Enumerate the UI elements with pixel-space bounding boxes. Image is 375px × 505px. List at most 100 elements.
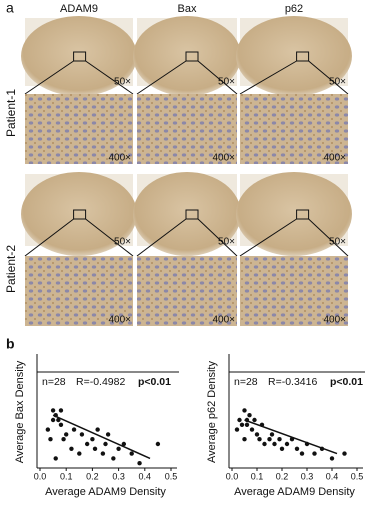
- point: [45, 427, 51, 432]
- zoom-line: [308, 60, 349, 95]
- annotation: p<0.01: [138, 376, 171, 388]
- point: [71, 427, 77, 432]
- x-tick-label: 0.1: [60, 471, 73, 481]
- zoom-line: [136, 60, 187, 95]
- annotation: p<0.01: [330, 376, 363, 388]
- fit-line: [244, 419, 338, 455]
- point: [50, 408, 56, 413]
- zoom-box: [296, 209, 310, 220]
- panel-label: a: [6, 0, 14, 16]
- point: [262, 441, 267, 447]
- fit-line: [52, 414, 151, 460]
- column-label: Bax: [178, 3, 197, 15]
- zoom-line: [308, 218, 349, 257]
- zoom-box: [296, 51, 310, 62]
- annotation: n=28: [42, 376, 66, 388]
- point: [116, 446, 121, 451]
- y-axis-label: Average Bax Density: [14, 360, 26, 463]
- x-tick-label: 0.4: [139, 471, 152, 481]
- x-tick-label: 0.3: [112, 471, 125, 481]
- point: [267, 437, 272, 442]
- magnification: 50×: [218, 237, 235, 248]
- x-tick-label: 0.4: [326, 471, 339, 481]
- point: [103, 441, 108, 447]
- point: [237, 417, 242, 423]
- zoom-line: [24, 218, 74, 257]
- point: [95, 427, 100, 432]
- row-label: Patient-2: [4, 245, 18, 293]
- point: [137, 461, 142, 466]
- x-tick-label: 0.1: [251, 471, 264, 481]
- x-axis-label: Average ADAM9 Density: [234, 486, 355, 498]
- point: [111, 456, 116, 461]
- point: [342, 451, 347, 456]
- point: [48, 437, 53, 442]
- magnification: 50×: [329, 77, 346, 88]
- zoom-image: [137, 94, 237, 164]
- point: [254, 432, 260, 437]
- magnification: 400×: [212, 153, 235, 164]
- magnification: 400×: [108, 315, 131, 326]
- column-label: ADAM9: [60, 3, 98, 15]
- point: [129, 451, 134, 456]
- point: [121, 441, 127, 447]
- point: [58, 408, 64, 413]
- zoom-line: [239, 218, 297, 257]
- zoom-line: [197, 60, 238, 95]
- point: [58, 422, 64, 427]
- point: [77, 451, 82, 456]
- zoom-box: [185, 209, 199, 220]
- point: [247, 413, 252, 418]
- point: [92, 446, 98, 451]
- point: [277, 437, 282, 442]
- zoom-line: [239, 60, 297, 95]
- magnification: 50×: [329, 237, 346, 248]
- point: [50, 417, 56, 423]
- magnification: 50×: [114, 77, 131, 88]
- magnification: 400×: [212, 315, 235, 326]
- point: [272, 441, 277, 447]
- zoom-line: [136, 218, 187, 257]
- point: [269, 432, 275, 437]
- point: [234, 427, 240, 432]
- zoom-image: [137, 256, 237, 326]
- zoom-image: [25, 256, 133, 326]
- point: [257, 437, 262, 442]
- point: [53, 456, 58, 461]
- magnification: 400×: [323, 315, 346, 326]
- x-tick-label: 0.2: [276, 471, 289, 481]
- tissue-core: [133, 172, 241, 256]
- tissue-core: [133, 16, 241, 96]
- x-axis-label: Average ADAM9 Density: [45, 486, 166, 498]
- point: [79, 432, 85, 437]
- point: [239, 422, 245, 427]
- x-tick-label: 0.0: [226, 471, 239, 481]
- point: [284, 441, 290, 447]
- annotation: R=-0.4982: [76, 376, 125, 388]
- point: [155, 441, 161, 447]
- panel-label: b: [6, 336, 15, 352]
- point: [69, 446, 74, 451]
- point: [90, 437, 95, 442]
- x-tick-label: 0.0: [34, 471, 47, 481]
- x-tick-label: 0.2: [86, 471, 99, 481]
- magnification: 400×: [323, 153, 346, 164]
- point: [252, 417, 257, 423]
- point: [244, 422, 250, 427]
- row-label: Patient-1: [4, 89, 18, 137]
- point: [61, 437, 66, 442]
- x-tick-label: 0.3: [301, 471, 314, 481]
- magnification: 50×: [114, 237, 131, 248]
- tissue-core: [236, 172, 352, 256]
- column-label: p62: [285, 3, 303, 15]
- point: [105, 432, 111, 437]
- point: [242, 408, 247, 413]
- point: [294, 446, 300, 451]
- zoom-image: [25, 94, 133, 164]
- annotation: R=-0.3416: [268, 376, 317, 388]
- point: [242, 437, 247, 442]
- point: [312, 451, 317, 456]
- zoom-line: [85, 60, 134, 95]
- point: [299, 451, 305, 456]
